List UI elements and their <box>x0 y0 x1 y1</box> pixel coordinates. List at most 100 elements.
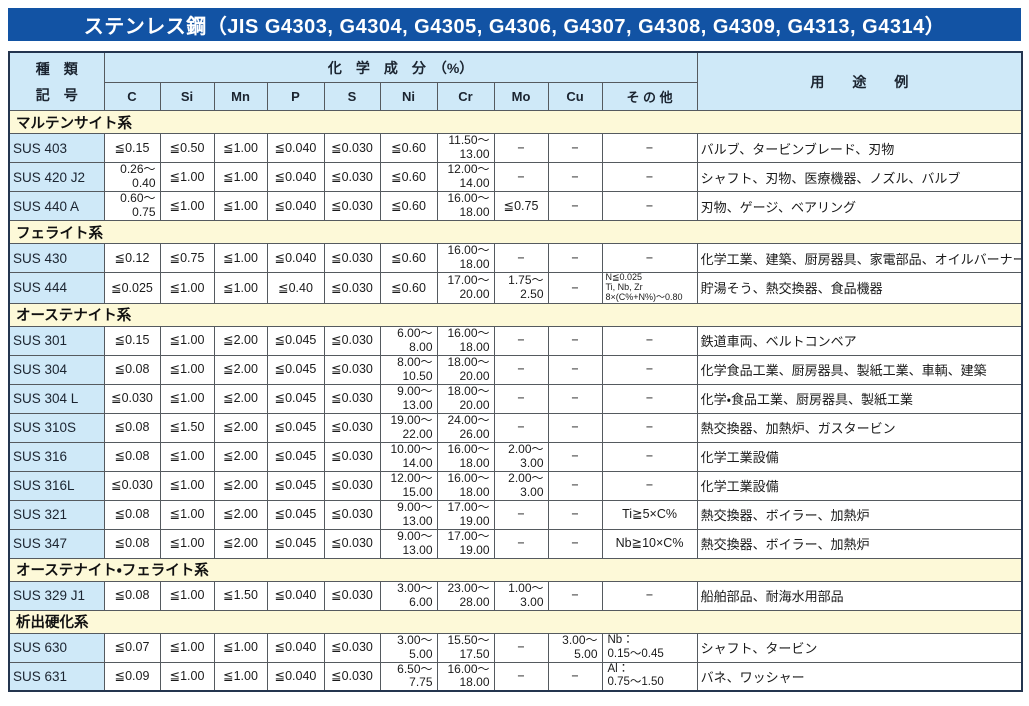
value-cell: − <box>493 325 549 356</box>
value-cell: 0.26～ 0.40 <box>103 162 161 192</box>
section-header-row: マルテンサイト系 <box>8 110 1023 134</box>
value-cell: − <box>601 162 698 192</box>
value-cell: ≦2.00 <box>213 383 268 414</box>
col-header-c: C <box>103 82 161 111</box>
value-cell: − <box>547 243 603 273</box>
usage-cell: 熱交換器、ボイラー、加熱炉 <box>696 499 1023 530</box>
value-cell: ≦0.030 <box>323 325 381 356</box>
value-cell: ≦0.60 <box>379 133 438 163</box>
value-cell: ≦0.045 <box>266 354 325 385</box>
value-cell: 3.00～ 6.00 <box>379 580 438 611</box>
value-cell: Nb≧10×C% <box>601 528 698 559</box>
col-header-cr: Cr <box>436 82 495 111</box>
grade-cell: SUS 420 J2 <box>8 162 105 192</box>
section-title: オーステナイト系 <box>8 302 1023 327</box>
value-cell: − <box>493 412 549 443</box>
kind-label: 種 類 <box>35 60 78 77</box>
grade-cell: SUS 301 <box>8 325 105 356</box>
table-row: SUS 403 ≦0.15 ≦0.50 ≦1.00 ≦0.040 ≦0.030 ≦0.60 1… <box>8 133 1023 163</box>
value-cell: − <box>493 243 549 273</box>
value-cell: ≦0.045 <box>266 441 325 472</box>
value-cell: − <box>547 383 603 414</box>
value-cell: − <box>547 162 603 192</box>
value-cell: ≦0.40 <box>266 272 325 304</box>
value-cell: 23.00～ 28.00 <box>436 580 495 611</box>
usage-cell: 熱交換器、加熱炉、ガスタービン <box>696 412 1023 443</box>
value-cell: ≦0.045 <box>266 325 325 356</box>
value-cell: ≦1.50 <box>213 580 268 611</box>
value-cell: ≦1.00 <box>159 325 215 356</box>
value-cell: − <box>601 191 698 221</box>
section-header-row: オーステナイト系 <box>8 302 1023 327</box>
table-row: SUS 304 ≦0.08 ≦1.00 ≦2.00 ≦0.045 ≦0.030 8.00～ … <box>8 354 1023 385</box>
value-cell: ≦0.030 <box>323 412 381 443</box>
value-cell: ≦0.030 <box>323 133 381 163</box>
value-cell: ≦0.040 <box>266 632 325 663</box>
value-cell: ≦0.030 <box>323 354 381 385</box>
table-row: SUS 301 ≦0.15 ≦1.00 ≦2.00 ≦0.045 ≦0.030 6.00～ … <box>8 325 1023 356</box>
value-cell: ≦1.00 <box>159 383 215 414</box>
value-cell: ≦0.040 <box>266 133 325 163</box>
usage-cell: 貯湯そう、熱交換器、食品機器 <box>696 272 1023 304</box>
section-header-row: オーステナイト・フェライト系 <box>8 557 1023 582</box>
value-cell: ≦0.045 <box>266 412 325 443</box>
col-header-si: Si <box>159 82 215 111</box>
value-cell: 16.00～ 18.00 <box>436 191 495 221</box>
usage-cell: バルブ、タービンブレード、刃物 <box>696 133 1023 163</box>
section-title: マルテンサイト系 <box>8 110 1023 134</box>
usage-cell: 船舶部品、耐海水用部品 <box>696 580 1023 611</box>
value-cell: ≦0.040 <box>266 162 325 192</box>
value-cell: − <box>493 632 549 663</box>
value-cell: ≦0.040 <box>266 191 325 221</box>
value-cell: 10.00～ 14.00 <box>379 441 438 472</box>
value-cell: ≦0.08 <box>103 441 161 472</box>
value-cell: ≦1.00 <box>213 243 268 273</box>
col-header-other: そ の 他 <box>601 82 698 111</box>
value-cell: ≦1.00 <box>213 661 268 692</box>
col-header-s: S <box>323 82 381 111</box>
value-cell: ≦0.040 <box>266 661 325 692</box>
value-cell: Nb： 0.15～0.45 <box>601 632 698 663</box>
value-cell: ≦0.15 <box>103 325 161 356</box>
value-cell: − <box>601 325 698 356</box>
value-cell: ≦1.00 <box>159 272 215 304</box>
table-row: SUS 430 ≦0.12 ≦0.75 ≦1.00 ≦0.040 ≦0.030 ≦0.60 1… <box>8 243 1023 273</box>
grade-cell: SUS 347 <box>8 528 105 559</box>
value-cell: ≦0.030 <box>103 383 161 414</box>
section-header-row: フェライト系 <box>8 220 1023 244</box>
value-cell: 16.00～ 18.00 <box>436 661 495 692</box>
value-cell: − <box>601 243 698 273</box>
table-header: 種 類 記 号 化 学 成 分 （%） 用 途 例 C Si Mn P S Ni… <box>8 51 1023 111</box>
value-cell: − <box>601 133 698 163</box>
grade-cell: SUS 403 <box>8 133 105 163</box>
value-cell: − <box>547 325 603 356</box>
usage-cell: シャフト、タービン <box>696 632 1023 663</box>
value-cell: 16.00～ 18.00 <box>436 325 495 356</box>
value-cell: 11.50～ 13.00 <box>436 133 495 163</box>
value-cell: − <box>601 580 698 611</box>
value-cell: ≦0.040 <box>266 243 325 273</box>
value-cell: ≦0.15 <box>103 133 161 163</box>
value-cell: ≦0.030 <box>323 499 381 530</box>
value-cell: − <box>547 499 603 530</box>
col-header-usage: 用 途 例 <box>696 51 1023 111</box>
value-cell: 17.00～ 19.00 <box>436 499 495 530</box>
value-cell: − <box>547 470 603 501</box>
value-cell: ≦1.00 <box>159 191 215 221</box>
value-cell: Ti≧5×C% <box>601 499 698 530</box>
value-cell: ≦1.00 <box>159 441 215 472</box>
value-cell: 0.60～ 0.75 <box>103 191 161 221</box>
value-cell: ≦1.00 <box>213 632 268 663</box>
value-cell: 16.00～ 18.00 <box>436 441 495 472</box>
value-cell: 1.75～ 2.50 <box>493 272 549 304</box>
table-row: SUS 347 ≦0.08 ≦1.00 ≦2.00 ≦0.045 ≦0.030 9.00～ … <box>8 528 1023 559</box>
col-header-p: P <box>266 82 325 111</box>
value-cell: ≦0.50 <box>159 133 215 163</box>
value-cell: 1.00～ 3.00 <box>493 580 549 611</box>
value-cell: − <box>547 354 603 385</box>
value-cell: ≦0.030 <box>323 272 381 304</box>
value-cell: ≦0.60 <box>379 191 438 221</box>
section-title: 析出硬化系 <box>8 609 1023 634</box>
value-cell: − <box>601 470 698 501</box>
value-cell: ≦0.030 <box>323 580 381 611</box>
